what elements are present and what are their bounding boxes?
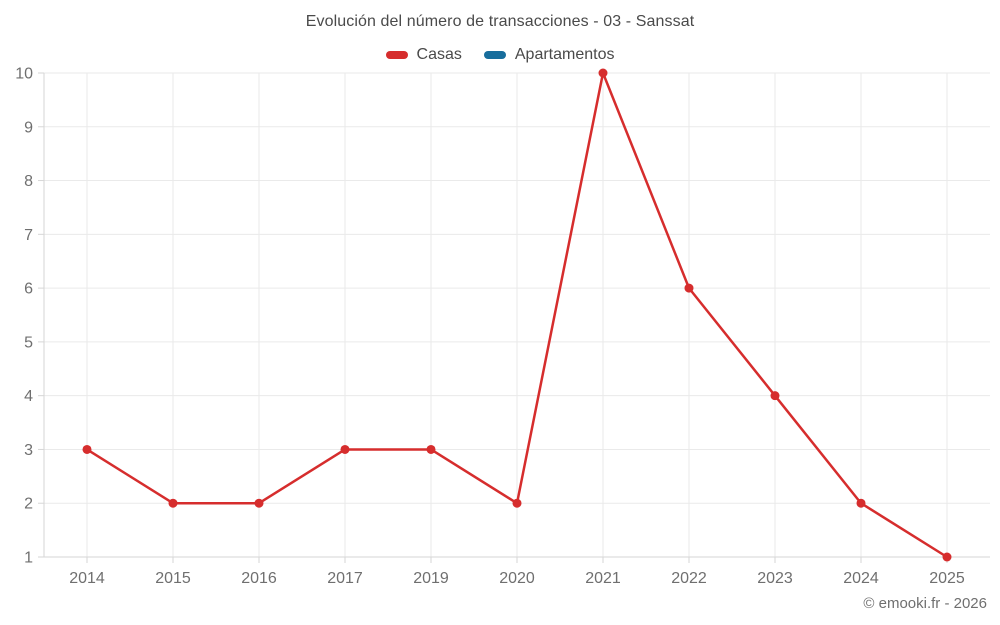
- data-point-2025[interactable]: [942, 552, 952, 562]
- data-point-2020[interactable]: [512, 498, 522, 508]
- legend-label-apartamentos: Apartamentos: [514, 46, 615, 63]
- data-point-2015[interactable]: [168, 498, 178, 508]
- legend-swatch-apartamentos-icon: [483, 51, 506, 59]
- data-point-2024[interactable]: [856, 498, 866, 508]
- legend-swatch-casas-icon: [385, 51, 408, 59]
- x-tick-label: 2015: [155, 570, 191, 587]
- data-point-2022[interactable]: [684, 283, 694, 293]
- data-point-2017[interactable]: [340, 444, 350, 454]
- legend-label-casas: Casas: [416, 46, 462, 63]
- data-point-2014[interactable]: [82, 444, 92, 454]
- y-tick-label: 5: [24, 334, 33, 351]
- data-point-2016[interactable]: [254, 498, 264, 508]
- y-tick-label: 9: [24, 119, 33, 136]
- y-tick-label: 10: [15, 66, 33, 83]
- chart-title: Evolución del número de transacciones - …: [305, 13, 695, 30]
- legend: Casas Apartamentos: [0, 46, 1000, 64]
- x-tick-label: 2019: [413, 570, 449, 587]
- x-tick-label: 2016: [241, 570, 277, 587]
- y-tick-label: 7: [24, 227, 33, 244]
- x-tick-label: 2022: [671, 570, 707, 587]
- x-tick-label: 2024: [843, 570, 879, 587]
- data-point-2019[interactable]: [426, 444, 436, 454]
- y-tick-label: 4: [24, 388, 33, 405]
- y-tick-label: 3: [24, 442, 33, 459]
- legend-item-apartamentos[interactable]: Apartamentos: [483, 46, 615, 64]
- legend-item-casas[interactable]: Casas: [385, 46, 462, 64]
- x-tick-label: 2014: [69, 570, 105, 587]
- copyright-credit: © emooki.fr - 2026: [863, 595, 987, 612]
- x-tick-label: 2025: [929, 570, 965, 587]
- x-tick-label: 2020: [499, 570, 535, 587]
- y-tick-label: 6: [24, 281, 33, 298]
- y-tick-label: 8: [24, 173, 33, 190]
- y-tick-label: 2: [24, 496, 33, 513]
- x-tick-label: 2017: [327, 570, 363, 587]
- x-tick-label: 2021: [585, 570, 621, 587]
- data-point-2021[interactable]: [598, 68, 608, 78]
- y-tick-label: 1: [24, 550, 33, 567]
- data-point-2023[interactable]: [770, 391, 780, 401]
- x-tick-label: 2023: [757, 570, 793, 587]
